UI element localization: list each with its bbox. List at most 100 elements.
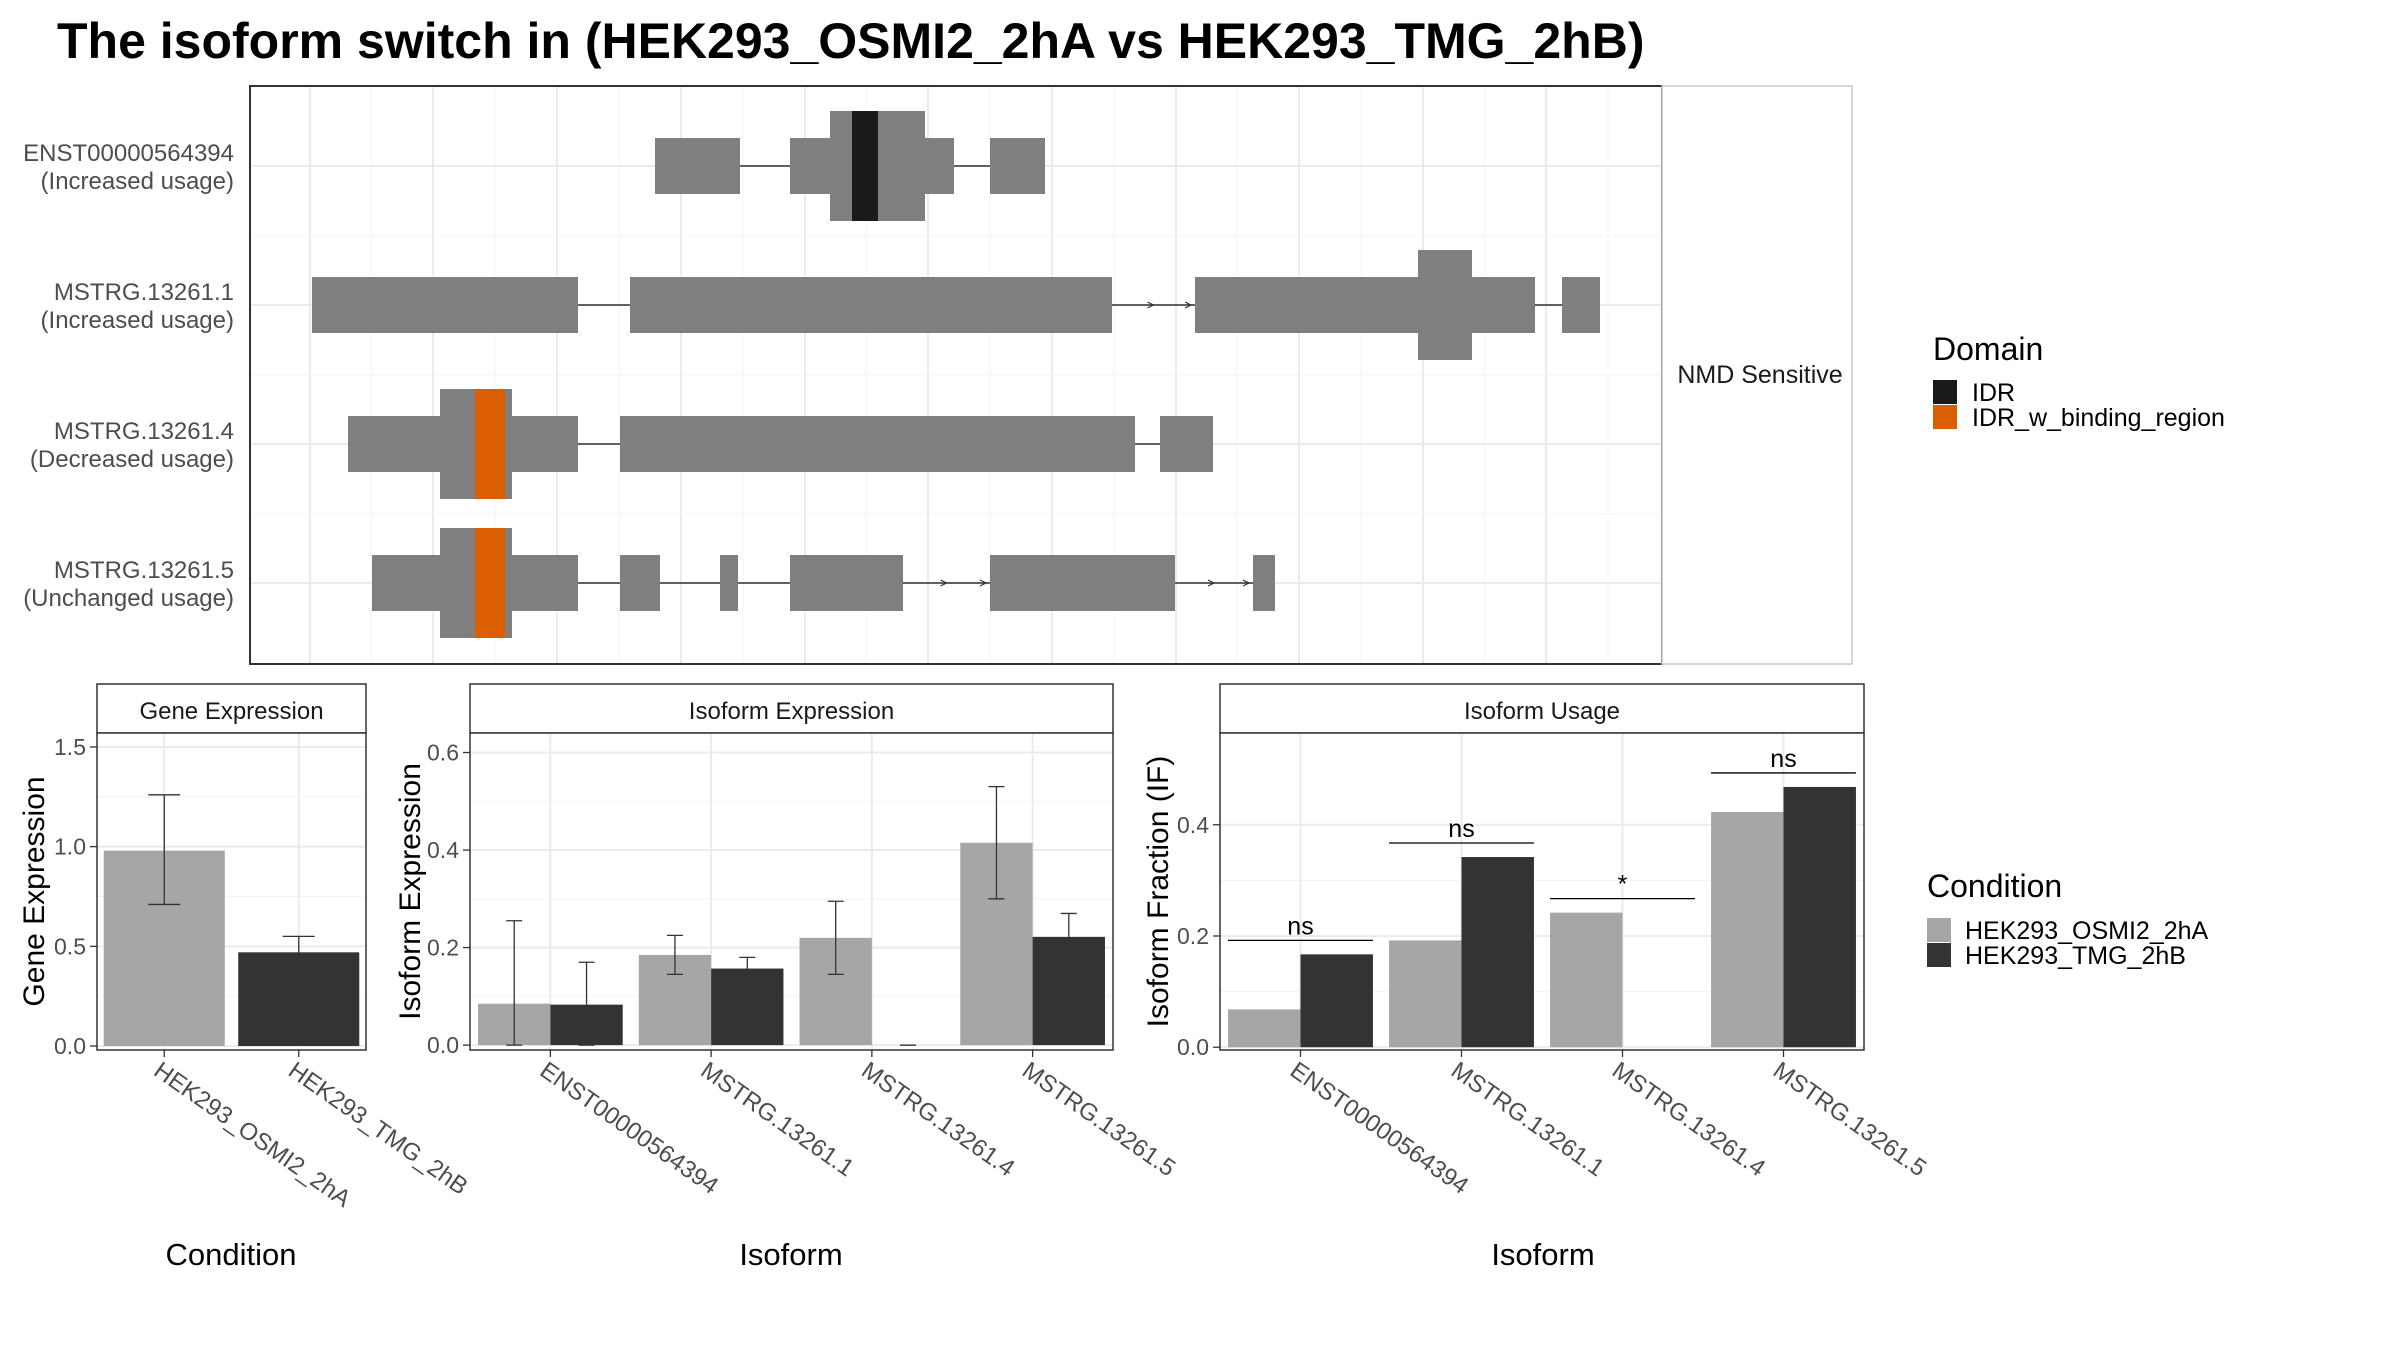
x-tick-label: ENST00000564394 (535, 1057, 723, 1200)
exon-0-3 (925, 138, 954, 194)
x-tick-label: MSTRG.13261.1 (696, 1057, 859, 1182)
exon-2-0 (348, 416, 440, 472)
x-tick-label: MSTRG.13261.4 (856, 1057, 1019, 1182)
exon-3-0 (372, 555, 440, 611)
y-axis-title: Isoform Expression (394, 763, 427, 1020)
domain-2-0 (475, 389, 505, 499)
exon-1-2 (1195, 277, 1418, 333)
isoform-id-label: ENST00000564394 (23, 140, 234, 167)
isoform-id-label: MSTRG.13261.1 (54, 279, 234, 306)
domain-0-0 (852, 111, 878, 221)
exon-3-3 (620, 555, 660, 611)
exon-1-0 (312, 277, 578, 333)
bar-HEK293_TMG_2hB-MSTRG.13261.5 (1783, 786, 1856, 1048)
gene-expression-chart: Gene Expression0.00.51.01.5HEK293_OSMI2_… (18, 683, 473, 1272)
x-tick-label: MSTRG.13261.5 (1768, 1057, 1931, 1182)
legend-label-cond-b: HEK293_TMG_2hB (1965, 942, 2186, 970)
significance-label: ns (1448, 815, 1474, 843)
exon-0-4 (990, 138, 1045, 194)
intron-arrow-3-4-0 (1207, 579, 1216, 587)
y-tick-label: 0.4 (427, 837, 459, 863)
intron-arrow-3-4-1 (1242, 579, 1251, 587)
legend-key-cond-a (1927, 918, 1951, 942)
bar-HEK293_TMG_2hB-MSTRG.13261.1 (711, 968, 784, 1046)
exon-2-4 (1160, 416, 1213, 472)
exon-3-7 (1253, 555, 1275, 611)
intron-arrow-3-3-1 (979, 579, 988, 587)
x-axis-title: Isoform (739, 1237, 842, 1272)
transcript-structure-panel: ENST00000564394(Increased usage) MSTRG.13… (23, 85, 1853, 665)
exon-3-4 (720, 555, 738, 611)
intron-arrow-1-1-1 (1184, 301, 1193, 309)
exon-2-2 (512, 416, 578, 472)
y-axis-title: Isoform Fraction (IF) (1142, 756, 1175, 1028)
panel-strip-title: Isoform Expression (689, 698, 894, 725)
bar-HEK293_OSMI2_2hA-MSTRG.13261.5 (1711, 811, 1784, 1048)
transcript-models (312, 111, 1600, 638)
isoform-usage-label: (Unchanged usage) (23, 585, 234, 612)
exon-3-2 (512, 555, 578, 611)
domain-3-0 (475, 528, 505, 638)
exon-1-1 (630, 277, 1112, 333)
isoform-expression-chart: Isoform Expression0.00.20.40.6ENST000005… (394, 683, 1180, 1272)
y-tick-label: 0.5 (54, 933, 86, 959)
y-tick-label: 0.6 (427, 740, 459, 766)
bar-HEK293_TMG_2hB-ENST00000564394 (1300, 954, 1373, 1048)
x-tick-label: MSTRG.13261.1 (1446, 1057, 1609, 1182)
y-tick-label: 0.0 (54, 1033, 86, 1059)
bar-HEK293_OSMI2_2hA-MSTRG.13261.4 (1550, 912, 1623, 1048)
legend-key-idr (1933, 380, 1957, 404)
x-tick-label: MSTRG.13261.4 (1607, 1057, 1770, 1182)
isoform-id-label: MSTRG.13261.5 (54, 557, 234, 584)
intron-arrow-3-3-0 (940, 579, 948, 587)
exon-1-3 (1418, 250, 1472, 360)
y-tick-label: 0.2 (1177, 923, 1209, 949)
y-tick-label: 1.0 (54, 834, 86, 860)
bar-HEK293_OSMI2_2hA-MSTRG.13261.1 (1389, 940, 1462, 1048)
legend-key-cond-b (1927, 943, 1951, 967)
isoform-usage-label: (Increased usage) (41, 168, 234, 195)
exon-3-6 (990, 555, 1175, 611)
panel-frame (1219, 732, 1865, 1051)
legend-label-idr: IDR (1972, 379, 2015, 407)
bar-HEK293_TMG_2hB (238, 952, 360, 1047)
bar-HEK293_TMG_2hB-MSTRG.13261.1 (1461, 857, 1534, 1048)
significance-label: ns (1770, 745, 1796, 773)
x-axis-title: Condition (166, 1237, 297, 1272)
exon-0-0 (655, 138, 740, 194)
condition-legend: Condition HEK293_OSMI2_2hA HEK293_TMG_2h… (1927, 868, 2209, 970)
bar-HEK293_OSMI2_2hA-ENST00000564394 (1228, 1009, 1301, 1048)
y-tick-label: 0.0 (427, 1032, 459, 1058)
exon-2-3 (620, 416, 1135, 472)
panel-strip-title: Isoform Usage (1464, 698, 1620, 725)
y-tick-label: 1.5 (54, 734, 86, 760)
exon-1-4 (1472, 277, 1535, 333)
isoform-usage-chart: Isoform Usage ns ns * ns 0.0 0.2 0.4 ENST0000056… (1142, 683, 1931, 1272)
isoform-usage-label: (Decreased usage) (30, 446, 234, 473)
panel-frame (469, 732, 1114, 1051)
exon-3-5 (790, 555, 903, 611)
panel-strip (1219, 683, 1865, 734)
exon-1-5 (1562, 277, 1600, 333)
y-axis-title: Gene Expression (18, 776, 51, 1006)
condition-legend-title: Condition (1927, 868, 2062, 904)
strip-box (1661, 85, 1853, 665)
isoform-labels: ENST00000564394(Increased usage) MSTRG.13… (23, 140, 234, 612)
x-axis-title: Isoform (1491, 1237, 1594, 1272)
domain-legend-title: Domain (1933, 331, 2043, 367)
nmd-sensitive-strip-label: NMD Sensitive (1677, 361, 1842, 389)
y-tick-label: 0.4 (1177, 812, 1209, 838)
panel-strip (469, 683, 1114, 734)
y-tick-label: 0.0 (1177, 1034, 1209, 1060)
x-tick-label: MSTRG.13261.5 (1017, 1057, 1180, 1182)
intron-arrow-1-1-0 (1147, 301, 1155, 309)
figure-title: The isoform switch in (HEK293_OSMI2_2hA … (57, 13, 1644, 69)
panel-frame (96, 732, 367, 1051)
exon-0-1 (790, 138, 830, 194)
domain-legend: Domain IDR IDR_w_binding_region (1933, 331, 2225, 432)
x-tick-label: ENST00000564394 (1285, 1057, 1473, 1200)
y-tick-label: 0.2 (427, 935, 459, 961)
legend-label-cond-a: HEK293_OSMI2_2hA (1965, 917, 2209, 945)
significance-label: * (1618, 871, 1628, 899)
